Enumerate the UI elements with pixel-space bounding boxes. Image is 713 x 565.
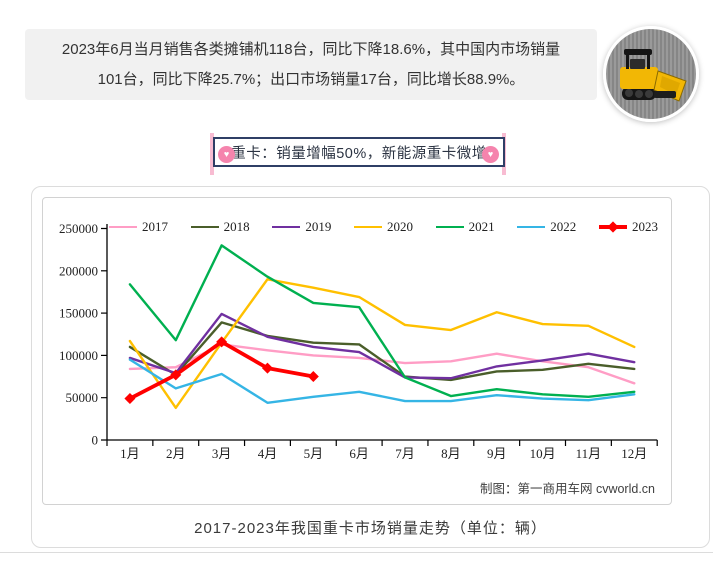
svg-text:2月: 2月 xyxy=(166,446,186,461)
svg-text:7月: 7月 xyxy=(395,446,415,461)
highlight-badge: 重卡：销量增幅50%，新能源重卡微增 xyxy=(213,137,505,167)
svg-text:10月: 10月 xyxy=(530,446,556,461)
svg-text:0: 0 xyxy=(92,433,99,448)
legend-item-2022: 2022 xyxy=(517,219,576,235)
pin-icon-right: ♥ xyxy=(482,146,499,163)
chart-legend: 2017 2018 2019 2020 2021 2022 2023 xyxy=(109,219,658,235)
svg-text:11月: 11月 xyxy=(576,446,602,461)
line-chart: 0 50000 100000 150000 200000 250000 1月 2月 3月 4月 5月… xyxy=(59,221,658,461)
bottom-divider xyxy=(0,552,713,553)
svg-text:4月: 4月 xyxy=(258,446,278,461)
pin-icon-left: ♥ xyxy=(218,146,235,163)
chart-box: 0 50000 100000 150000 200000 250000 1月 2月 3月 4月 5月… xyxy=(42,197,672,505)
legend-label: 2018 xyxy=(223,219,250,234)
legend-label: 2023 xyxy=(631,219,658,234)
badge-left-ribbon xyxy=(210,133,214,175)
legend-item-2020: 2020 xyxy=(353,219,413,235)
summary-line-2: 101台，同比下降25.7%；出口市场销量17台，同比增长88.9%。 xyxy=(97,70,525,88)
legend-item-2018: 2018 xyxy=(190,219,250,235)
svg-text:5月: 5月 xyxy=(304,446,324,461)
highlight-badge-wrap: 重卡：销量增幅50%，新能源重卡微增 ♥ ♥ xyxy=(205,133,513,175)
legend-item-2017: 2017 xyxy=(109,219,168,235)
paver-icon xyxy=(620,49,687,102)
summary-line-1: 2023年6月当月销售各类摊铺机118台，同比下降18.6%，其中国内市场销量 xyxy=(61,40,561,58)
legend-label: 2021 xyxy=(468,219,495,234)
svg-text:250000: 250000 xyxy=(59,221,98,236)
svg-text:9月: 9月 xyxy=(487,446,507,461)
svg-text:8月: 8月 xyxy=(441,446,461,461)
svg-text:3月: 3月 xyxy=(212,446,232,461)
legend-label: 2017 xyxy=(142,219,168,234)
legend-label: 2020 xyxy=(386,219,413,234)
svg-text:200000: 200000 xyxy=(59,263,98,278)
legend-label: 2019 xyxy=(305,219,332,234)
badge-text: 重卡：销量增幅50%，新能源重卡微增 xyxy=(231,145,487,162)
legend-label: 2022 xyxy=(550,219,577,234)
chart-card: 0 50000 100000 150000 200000 250000 1月 2月 3月 4月 5月… xyxy=(31,186,710,548)
summary-box: 2023年6月当月销售各类摊铺机118台，同比下降18.6%，其中国内市场销量 … xyxy=(25,29,597,100)
chart-caption: 2017-2023年我国重卡市场销量走势（单位：辆） xyxy=(194,519,547,537)
svg-text:50000: 50000 xyxy=(66,390,99,405)
svg-text:100000: 100000 xyxy=(59,348,98,363)
svg-text:1月: 1月 xyxy=(120,446,140,461)
legend-item-2023: 2023 xyxy=(598,219,658,235)
legend-item-2021: 2021 xyxy=(435,219,495,235)
svg-text:6月: 6月 xyxy=(349,446,369,461)
paver-photo xyxy=(603,26,699,122)
svg-text:150000: 150000 xyxy=(59,306,98,321)
legend-item-2019: 2019 xyxy=(272,219,331,235)
chart-credit: 制图：第一商用车网 cvworld.cn xyxy=(479,482,655,496)
svg-text:12月: 12月 xyxy=(621,446,647,461)
